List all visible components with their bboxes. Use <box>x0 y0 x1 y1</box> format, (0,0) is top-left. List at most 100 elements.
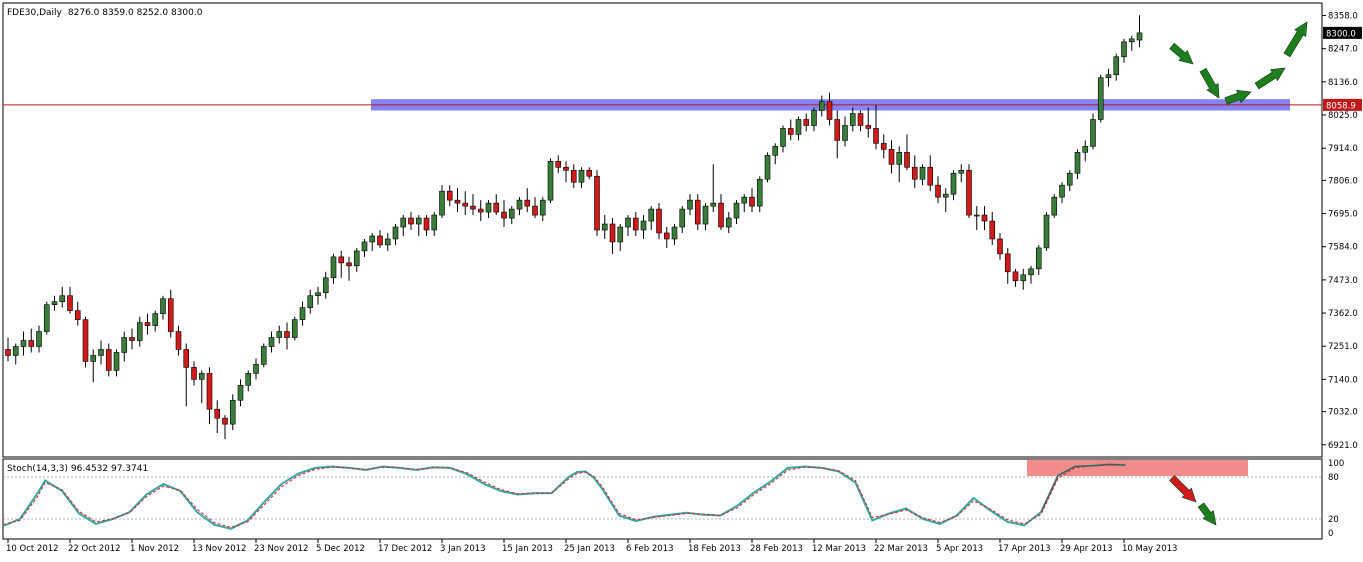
candle-body <box>1097 77 1104 120</box>
candle-body <box>1051 196 1058 216</box>
candle-body <box>764 155 771 180</box>
candle-body <box>888 149 895 165</box>
candle-body <box>129 337 135 341</box>
candle <box>625 215 631 236</box>
candle <box>826 92 833 126</box>
candle-body <box>67 295 73 311</box>
candle <box>516 197 523 216</box>
candle-body <box>818 101 825 111</box>
candle <box>594 170 600 236</box>
date-tick-label: 22 Mar 2013 <box>874 544 928 554</box>
candle-body <box>1128 38 1135 43</box>
candle-body <box>997 238 1003 255</box>
candle-body <box>617 226 624 243</box>
date-tick-label: 17 Dec 2012 <box>378 544 432 554</box>
candle-body <box>1105 74 1112 78</box>
current-price-label: 8300.0 <box>1326 29 1356 39</box>
candle-body <box>377 235 383 246</box>
candle <box>849 107 856 132</box>
candle <box>229 394 236 431</box>
candle-body <box>516 199 523 210</box>
price-tick-label: 7032.0 <box>1328 408 1358 418</box>
main-panel <box>2 2 1323 458</box>
date-tick-label: 12 Mar 2013 <box>812 544 866 554</box>
candle <box>338 250 345 278</box>
candle-body <box>291 319 298 338</box>
price-tick-label: 7695.0 <box>1328 210 1358 220</box>
candle <box>942 188 949 213</box>
date-tick-label: 17 Apr 2013 <box>998 544 1051 554</box>
candle-body <box>384 238 391 246</box>
candle <box>904 134 910 171</box>
candle <box>284 322 290 350</box>
date-tick-label: 6 Feb 2013 <box>626 544 674 554</box>
candle-body <box>245 373 252 386</box>
candle <box>958 164 965 183</box>
candle <box>1059 182 1065 204</box>
date-tick-label: 3 Jan 2013 <box>440 544 486 554</box>
date-tick-label: 23 Nov 2012 <box>254 544 308 554</box>
candle-body <box>198 373 205 380</box>
candle-body <box>276 331 283 338</box>
candle-body <box>477 208 484 213</box>
price-tick-label: 7251.0 <box>1328 342 1358 352</box>
stoch-tail-line <box>1040 463 1126 513</box>
candle-body <box>532 205 538 216</box>
candle-body <box>880 143 887 150</box>
candle-body <box>90 355 97 362</box>
candle-body <box>842 125 848 141</box>
candle-body <box>973 214 980 217</box>
candle <box>191 361 197 386</box>
candle <box>400 215 407 236</box>
candle <box>315 286 321 305</box>
candle-body <box>927 166 934 186</box>
candle-body <box>950 172 957 195</box>
candle-body <box>392 226 399 240</box>
stoch-arrow-down-green <box>1197 502 1217 526</box>
candle-body <box>28 340 35 347</box>
candle-body <box>105 349 112 371</box>
date-tick-label: 29 Apr 2013 <box>1060 544 1113 554</box>
candle-body <box>1121 41 1127 58</box>
candle <box>687 194 693 216</box>
candle-body <box>803 119 810 126</box>
candle-body <box>508 208 515 219</box>
candle <box>803 113 810 132</box>
candle <box>818 95 825 117</box>
candle-body <box>353 250 360 267</box>
candle-body <box>671 226 678 240</box>
candle-body <box>253 364 259 374</box>
candle <box>648 206 655 230</box>
candle <box>384 232 391 251</box>
candle <box>477 200 484 222</box>
candle <box>446 185 453 207</box>
candle <box>1105 68 1112 87</box>
candle <box>1035 244 1042 275</box>
candle-body <box>663 232 670 240</box>
candle-body <box>299 307 306 320</box>
candle <box>547 158 554 204</box>
forecast-arrow-up-1-shape <box>1224 89 1252 105</box>
candle <box>935 176 941 204</box>
candle-body <box>1082 146 1089 153</box>
date-tick-label: 15 Jan 2013 <box>502 544 553 554</box>
candle-body <box>206 373 213 410</box>
forecast-arrow-up-2-shape <box>1254 67 1286 90</box>
price-tick-label: 8025.0 <box>1328 111 1358 121</box>
stoch-main-line <box>2 463 1126 530</box>
candle <box>997 232 1003 260</box>
candle-body <box>408 217 414 225</box>
candle-body <box>222 417 228 425</box>
price-tick-label: 8136.0 <box>1328 78 1358 88</box>
candle <box>764 152 771 183</box>
candle <box>129 328 135 350</box>
candle <box>245 370 252 392</box>
candle-body <box>175 331 182 350</box>
candle-body <box>780 128 786 147</box>
candle-body <box>570 169 577 183</box>
candle-body <box>361 241 368 252</box>
price-tick-label: 8247.0 <box>1328 45 1358 55</box>
candle-body <box>1066 172 1073 186</box>
candle-body <box>547 161 554 201</box>
